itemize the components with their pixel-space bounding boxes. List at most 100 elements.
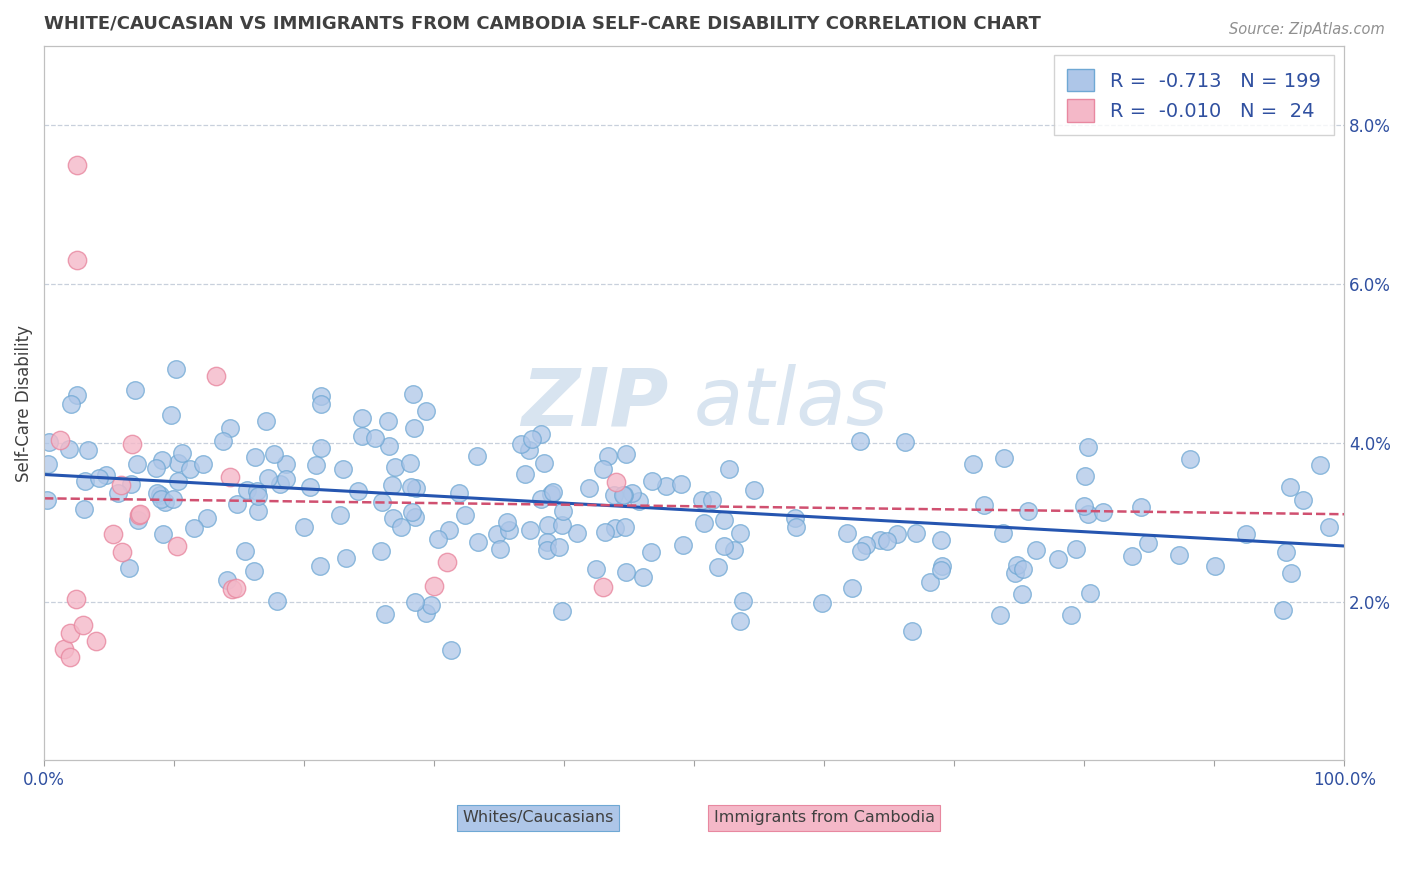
Point bbox=[374, 607, 396, 621]
Point bbox=[713, 512, 735, 526]
Point bbox=[631, 570, 654, 584]
Point bbox=[150, 453, 173, 467]
Point bbox=[404, 509, 426, 524]
Point bbox=[226, 497, 249, 511]
Point bbox=[276, 472, 298, 486]
Point bbox=[166, 539, 188, 553]
Point bbox=[598, 449, 620, 463]
Point bbox=[146, 486, 169, 500]
Point bbox=[886, 526, 908, 541]
Point bbox=[620, 485, 643, 500]
Point bbox=[149, 488, 172, 502]
Point bbox=[402, 387, 425, 401]
Point bbox=[893, 434, 915, 449]
Point bbox=[404, 595, 426, 609]
Point bbox=[212, 434, 235, 448]
Point bbox=[384, 460, 406, 475]
Point bbox=[127, 513, 149, 527]
Point bbox=[65, 158, 87, 172]
Point bbox=[742, 483, 765, 497]
Point bbox=[1077, 508, 1099, 522]
Point bbox=[993, 451, 1015, 466]
Point bbox=[309, 559, 332, 574]
Point bbox=[274, 457, 297, 471]
Point bbox=[167, 456, 190, 470]
Point bbox=[120, 476, 142, 491]
Point bbox=[731, 594, 754, 608]
Point bbox=[465, 449, 488, 463]
Point bbox=[381, 511, 404, 525]
Point bbox=[170, 445, 193, 459]
Point bbox=[1060, 607, 1083, 622]
Point bbox=[65, 388, 87, 402]
Point bbox=[183, 521, 205, 535]
Point bbox=[603, 488, 626, 502]
Point bbox=[311, 441, 333, 455]
Point bbox=[65, 592, 87, 607]
Point bbox=[125, 457, 148, 471]
Point bbox=[1178, 452, 1201, 467]
Point bbox=[440, 643, 463, 657]
Point bbox=[246, 489, 269, 503]
Point bbox=[101, 527, 124, 541]
Point bbox=[219, 469, 242, 483]
Point bbox=[179, 462, 201, 476]
Point bbox=[706, 560, 728, 574]
Point bbox=[1292, 493, 1315, 508]
Point bbox=[522, 432, 544, 446]
Point bbox=[869, 533, 891, 547]
Point bbox=[849, 543, 872, 558]
Point bbox=[225, 581, 247, 595]
Point bbox=[613, 488, 636, 502]
Point bbox=[370, 495, 392, 509]
Point bbox=[855, 538, 877, 552]
Point bbox=[536, 543, 558, 558]
Point bbox=[1004, 566, 1026, 580]
Point bbox=[335, 551, 357, 566]
Point bbox=[578, 481, 600, 495]
Point bbox=[713, 539, 735, 553]
Point bbox=[509, 437, 531, 451]
Point bbox=[551, 603, 574, 617]
Point bbox=[530, 491, 553, 506]
Point bbox=[1005, 558, 1028, 572]
Legend: R =  -0.713   N = 199, R =  -0.010   N =  24: R = -0.713 N = 199, R = -0.010 N = 24 bbox=[1053, 55, 1334, 136]
Y-axis label: Self-Care Disability: Self-Care Disability bbox=[15, 325, 32, 482]
Point bbox=[423, 579, 446, 593]
Point bbox=[1137, 536, 1160, 550]
Point bbox=[350, 410, 373, 425]
Text: Immigrants from Cambodia: Immigrants from Cambodia bbox=[714, 811, 935, 825]
Point bbox=[35, 492, 58, 507]
Point bbox=[195, 511, 218, 525]
Point bbox=[221, 582, 243, 596]
Point bbox=[592, 580, 614, 594]
Point bbox=[233, 544, 256, 558]
Point bbox=[405, 481, 427, 495]
Point bbox=[107, 485, 129, 500]
Point bbox=[533, 456, 555, 470]
Point bbox=[730, 525, 752, 540]
Point bbox=[592, 462, 614, 476]
Point bbox=[628, 493, 651, 508]
Point bbox=[496, 515, 519, 529]
Point bbox=[1204, 558, 1226, 573]
Point bbox=[640, 474, 662, 488]
Point bbox=[1074, 468, 1097, 483]
Point bbox=[246, 483, 269, 498]
Point bbox=[835, 525, 858, 540]
Point bbox=[1234, 527, 1257, 541]
Point bbox=[723, 543, 745, 558]
Point bbox=[269, 477, 291, 491]
Point bbox=[193, 457, 215, 471]
Point bbox=[1046, 551, 1069, 566]
Point bbox=[488, 542, 510, 557]
Point bbox=[553, 504, 575, 518]
Point bbox=[436, 555, 458, 569]
Point bbox=[311, 397, 333, 411]
Point bbox=[537, 517, 560, 532]
Point bbox=[1011, 562, 1033, 576]
Point bbox=[929, 563, 952, 577]
Point bbox=[145, 461, 167, 475]
Point bbox=[654, 479, 676, 493]
Point bbox=[1073, 499, 1095, 513]
